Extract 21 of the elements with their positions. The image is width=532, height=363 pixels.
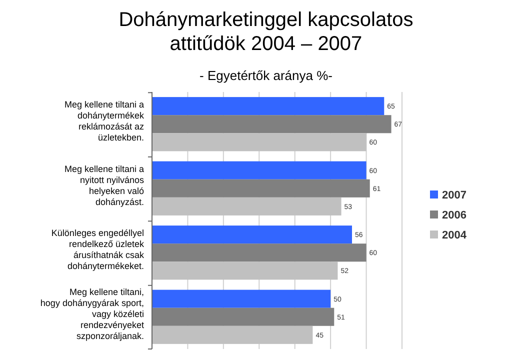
bar: [152, 179, 370, 198]
bar: [152, 290, 331, 308]
chart-title: Dohánymarketinggel kapcsolatos attitűdök 2004 – 2007: [118, 9, 414, 55]
y-tick-label: Meg kellene tiltani, hogy dohánygyárak sport, vagy közéleti rendezvényeket szponzoráljanak.: [40, 286, 144, 341]
bar: [152, 244, 366, 262]
bar: [152, 262, 338, 280]
y-tick-label: Meg kellene tiltani a dohánytermékek reklámozását az üzletekben.: [64, 100, 144, 143]
y-tick-label: Különleges engedéllyel rendelkező üzletek árusíthatnák csak dohánytermékeket.: [51, 228, 144, 272]
legend-label: 2006: [442, 209, 466, 222]
y-tick-label: Meg kellene tiltani a nyitott nyilvános helyeken való dohányzást.: [64, 164, 144, 207]
bar: [152, 115, 392, 134]
bar: [152, 308, 334, 326]
legend-label: 2007: [442, 189, 466, 202]
legend-label: 2004: [442, 229, 468, 242]
bar: [152, 326, 313, 344]
chart-subtitle: - Egyetértők aránya %-: [200, 68, 332, 83]
bar: [152, 133, 366, 152]
bar: [152, 197, 342, 216]
bar: [152, 161, 366, 180]
bar: [152, 97, 384, 116]
bar: [152, 226, 352, 244]
